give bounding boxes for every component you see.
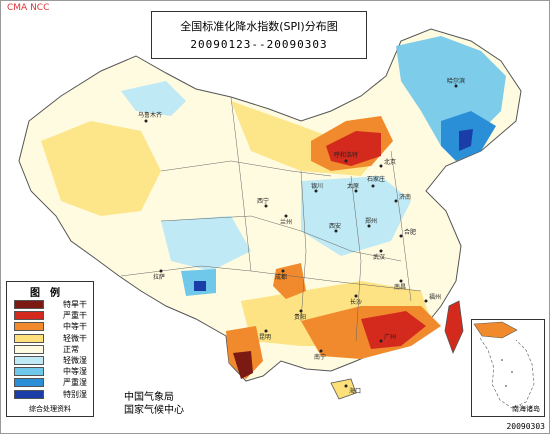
legend-swatch bbox=[14, 367, 44, 377]
watermark-text: CMA NCC bbox=[7, 3, 50, 13]
city-label: 武汉 bbox=[373, 253, 385, 261]
region-wet-plateau bbox=[161, 216, 251, 271]
city-label: 石家庄 bbox=[367, 175, 385, 183]
legend-label: 严重湿 bbox=[63, 378, 87, 388]
agency-credit: 中国气象局 国家气候中心 bbox=[124, 391, 184, 417]
legend-item: 严重干 bbox=[7, 310, 93, 321]
legend-label: 特旱干 bbox=[63, 300, 87, 309]
city-label: 哈尔滨 bbox=[447, 77, 465, 85]
legend-item: 特别湿 bbox=[7, 389, 93, 400]
region-extreme-dry-inner-mongolia bbox=[326, 131, 381, 166]
city-label: 济南 bbox=[399, 193, 411, 201]
legend-item: 特旱干 bbox=[7, 299, 93, 310]
region-dry-sichuan bbox=[273, 263, 306, 299]
legend-label: 轻微干 bbox=[63, 333, 87, 343]
city-label: 北京 bbox=[384, 158, 396, 166]
legend-label: 正常 bbox=[63, 344, 79, 354]
legend-label: 严重干 bbox=[63, 311, 87, 321]
agency-line-2: 国家气候中心 bbox=[124, 405, 184, 416]
city-label: 合肥 bbox=[404, 228, 416, 236]
legend-swatch bbox=[14, 322, 44, 332]
legend-item: 中等干 bbox=[7, 321, 93, 332]
city-label: 福州 bbox=[429, 293, 441, 301]
region-wet-xinjiang bbox=[121, 81, 186, 116]
city-label: 西安 bbox=[329, 222, 341, 230]
legend-items: 特旱干 严重干 中等干 轻微干 正常 轻微湿 中等湿 严重湿 特别湿 bbox=[7, 299, 93, 400]
map-title: 全国标准化降水指数(SPI)分布图 bbox=[180, 20, 338, 33]
legend-swatch bbox=[14, 333, 44, 343]
inset-map bbox=[473, 321, 535, 409]
city-label: 南昌 bbox=[394, 283, 406, 291]
legend-swatch bbox=[14, 311, 44, 321]
legend-swatch bbox=[14, 300, 44, 309]
legend-box: 图例 特旱干 严重干 中等干 轻微干 正常 轻微湿 中等湿 严重湿 特别湿 综合… bbox=[6, 281, 94, 417]
city-label: 呼和浩特 bbox=[334, 151, 358, 159]
inset-label: 南海诸岛 bbox=[512, 405, 540, 413]
legend-label: 中等干 bbox=[63, 322, 87, 332]
legend-label: 特别湿 bbox=[63, 389, 87, 399]
city-label: 乌鲁木齐 bbox=[138, 111, 162, 119]
region-slight-dry-west bbox=[41, 121, 161, 216]
city-label: 银川 bbox=[311, 182, 323, 190]
legend-label: 轻微湿 bbox=[63, 355, 87, 365]
city-markers bbox=[144, 84, 458, 388]
legend-swatch bbox=[14, 355, 44, 365]
map-date-range: 20090123--20090303 bbox=[190, 38, 328, 51]
region-extreme-dry-yunnan bbox=[233, 351, 253, 379]
legend-swatch bbox=[14, 389, 44, 399]
city-label: 西宁 bbox=[257, 197, 269, 205]
city-label: 太原 bbox=[347, 182, 359, 190]
legend-item: 轻微干 bbox=[7, 333, 93, 344]
legend-swatch bbox=[14, 378, 44, 388]
map-title-box: 全国标准化降水指数(SPI)分布图 20090123--20090303 bbox=[151, 11, 367, 59]
legend-footnote: 综合处理资料 bbox=[29, 405, 71, 413]
taiwan-island bbox=[444, 300, 464, 355]
hainan-island bbox=[330, 378, 357, 400]
legend-swatch bbox=[14, 344, 44, 354]
region-severe-dry-south bbox=[361, 311, 426, 349]
city-label: 海口 bbox=[349, 387, 361, 395]
legend-item: 中等湿 bbox=[7, 366, 93, 377]
legend-item: 轻微湿 bbox=[7, 355, 93, 366]
agency-line-1: 中国气象局 bbox=[124, 392, 174, 403]
city-labels: 乌鲁木齐 呼和浩特 北京 太原 石家庄 济南 西宁 兰州 银川 西安 郑州 合肥… bbox=[138, 77, 465, 395]
city-label: 广州 bbox=[384, 333, 396, 341]
legend-item: 正常 bbox=[7, 344, 93, 355]
legend-label: 中等湿 bbox=[63, 367, 87, 377]
region-wet-central bbox=[301, 176, 411, 256]
legend-title: 图例 bbox=[30, 288, 70, 299]
legend-item: 严重湿 bbox=[7, 377, 93, 388]
city-label: 贵阳 bbox=[294, 313, 306, 321]
city-label: 长沙 bbox=[350, 298, 362, 306]
city-label: 拉萨 bbox=[153, 273, 165, 281]
region-extreme-wet-tibet bbox=[194, 281, 206, 291]
city-label: 南宁 bbox=[314, 353, 326, 361]
region-extreme-wet-northeast bbox=[459, 129, 473, 151]
south-china-sea-inset: 南海诸岛 bbox=[471, 319, 545, 417]
province-boundaries bbox=[120, 96, 422, 342]
city-label: 兰州 bbox=[280, 218, 292, 226]
date-stamp: 20090303 bbox=[506, 422, 545, 431]
city-label: 昆明 bbox=[259, 334, 271, 341]
city-label: 成都 bbox=[275, 273, 287, 281]
city-label: 郑州 bbox=[365, 217, 377, 225]
